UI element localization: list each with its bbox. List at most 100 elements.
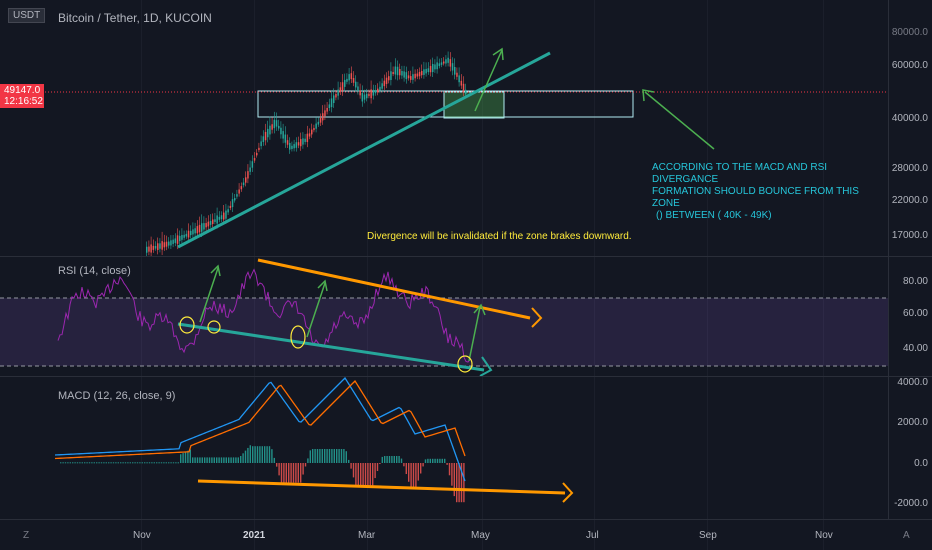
rsi-low-marker <box>457 355 473 373</box>
macd-histogram-bar <box>276 463 278 467</box>
candle-body <box>231 199 234 208</box>
macd-histogram-bar <box>235 457 237 463</box>
grid-line <box>823 0 824 550</box>
macd-histogram-bar <box>112 462 115 464</box>
macd-histogram-bar <box>79 462 81 464</box>
macd-histogram-bar <box>381 456 383 463</box>
candle-body <box>273 119 276 129</box>
rsi-divergence-arrow-head <box>479 356 493 376</box>
candle-body <box>330 98 333 108</box>
macd-histogram-bar <box>300 463 302 483</box>
macd-histogram-bar <box>213 457 215 463</box>
currency-badge[interactable]: USDT <box>8 8 46 23</box>
auto-scale-button[interactable]: A <box>903 530 910 541</box>
candle-body <box>192 229 194 235</box>
signal-line <box>54 379 466 460</box>
candle-body <box>234 198 236 201</box>
candle-body <box>146 246 148 253</box>
candle-body <box>256 152 258 156</box>
zone-note-line: ACCORDING TO THE MACD AND RSI DIVERGANCE <box>652 162 828 185</box>
macd-histogram-bar <box>74 462 76 464</box>
candle-body <box>154 245 157 249</box>
candle-body <box>432 63 434 73</box>
candle-body <box>267 128 269 138</box>
macd-histogram-bar <box>463 463 465 503</box>
macd-histogram-bar <box>338 449 340 463</box>
macd-histogram-bar <box>297 463 299 483</box>
symbol-title: Bitcoin / Tether, 1D, KUCOIN <box>58 11 212 25</box>
macd-histogram-bar <box>460 463 463 503</box>
rsi-axis[interactable]: 80.00 60.00 40.00 <box>888 257 932 376</box>
price-pane[interactable]: USDT Bitcoin / Tether, 1D, KUCOIN ACCORD… <box>0 0 888 256</box>
macd-histogram-bar <box>254 446 256 463</box>
macd-histogram-bar <box>216 457 218 463</box>
macd-histogram-bar <box>117 462 119 464</box>
time-axis[interactable]: Z Nov 2021 Mar May Jul Sep Nov A <box>0 519 932 550</box>
candle-body <box>456 72 458 77</box>
macd-pane[interactable]: MACD (12, 26, close, 9) <box>0 377 888 519</box>
candle-body <box>355 81 357 88</box>
candle-body <box>458 75 460 83</box>
candle-body <box>451 63 454 71</box>
candle-body <box>159 243 161 249</box>
macd-histogram-bar <box>436 458 439 463</box>
macd-histogram-bar <box>441 458 443 463</box>
pane-separator[interactable] <box>0 376 932 377</box>
candle-body <box>317 121 320 125</box>
candle-body <box>289 142 291 150</box>
bar-countdown: 12:16:52 <box>4 96 43 107</box>
price-axis[interactable]: 80000.0 60000.0 40000.0 28000.0 22000.0 … <box>888 0 932 256</box>
macd-histogram-bar <box>369 463 371 486</box>
macd-histogram-bar <box>273 457 275 463</box>
candle-body <box>214 219 216 222</box>
candle-body <box>304 138 306 142</box>
macd-histogram-bar <box>261 446 263 463</box>
rsi-divergence-line <box>177 322 485 372</box>
candle-body <box>449 59 452 67</box>
macd-histogram-bar <box>189 449 191 463</box>
candle-body <box>198 224 201 233</box>
rsi-bounce-arrow <box>199 267 219 323</box>
candle-body <box>218 216 221 220</box>
candle-body <box>390 71 392 81</box>
macd-histogram-bar <box>122 462 124 464</box>
candle-body <box>251 161 254 168</box>
macd-histogram-bar <box>302 463 304 475</box>
candle-body <box>335 93 337 98</box>
macd-histogram-bar <box>223 457 225 463</box>
macd-histogram-bar <box>444 458 446 463</box>
macd-axis[interactable]: 4000.0 2000.0 0.0 -2000.0 <box>888 377 932 519</box>
candle-body <box>174 238 177 243</box>
rsi-resistance-line <box>257 258 531 320</box>
macd-histogram-bar <box>249 445 251 463</box>
macd-histogram-bar <box>110 462 112 464</box>
macd-histogram-bar <box>187 450 189 463</box>
bounce-zone-box <box>443 91 505 119</box>
rsi-low-marker <box>207 320 221 334</box>
candle-body <box>401 71 403 76</box>
price-chart-svg <box>0 47 888 256</box>
rsi-pane[interactable]: RSI (14, close) <box>0 257 888 376</box>
macd-histogram-bar <box>175 462 177 464</box>
candles-group <box>146 51 467 256</box>
pane-separator[interactable] <box>0 256 932 257</box>
macd-histogram-bar <box>134 462 136 464</box>
macd-histogram-bar <box>146 462 148 464</box>
rsi-resistance-arrow-head <box>531 307 543 328</box>
macd-histogram-bar <box>295 463 297 483</box>
zoom-button[interactable]: Z <box>23 530 30 541</box>
candle-body <box>207 221 210 227</box>
macd-histogram-bar <box>427 458 429 463</box>
macd-histogram-bar <box>268 446 271 463</box>
rsi-axis-label: 80.00 <box>902 276 928 287</box>
macd-histogram-bar <box>232 457 235 463</box>
price-axis-label: 40000.0 <box>891 113 928 124</box>
macd-histogram-bar <box>172 462 175 464</box>
macd-histogram-bar <box>177 462 179 464</box>
candle-body <box>176 235 179 244</box>
macd-histogram-bar <box>69 462 71 464</box>
candle-body <box>161 241 163 250</box>
candle-body <box>425 68 427 74</box>
uptrend-line <box>177 51 551 249</box>
candle-body <box>412 74 414 80</box>
